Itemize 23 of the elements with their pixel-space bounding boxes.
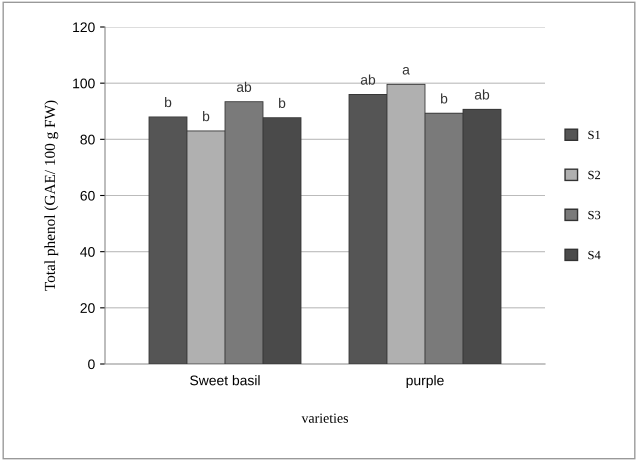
legend-label: S1 [588, 130, 600, 140]
data-label: b [203, 111, 210, 122]
x-tick-label: Sweet basil [190, 375, 260, 386]
data-label: b [279, 98, 286, 108]
data-label: b [441, 93, 448, 104]
y-tick-label: 20 [80, 303, 95, 314]
x-axis-title: varieties [301, 414, 348, 423]
y-tick-label: 120 [73, 22, 95, 32]
legend-label: S2 [588, 170, 600, 180]
y-tick-label: 100 [73, 78, 95, 88]
x-tick-label: purple [406, 375, 444, 388]
legend-label: S4 [588, 250, 601, 260]
legend-label: S3 [588, 210, 600, 220]
data-label: ab [474, 89, 490, 100]
y-tick-label: 60 [80, 190, 95, 201]
y-tick-label: 0 [88, 359, 95, 370]
data-label: b [165, 96, 172, 108]
y-tick-label: 80 [80, 134, 95, 145]
data-label: ab [236, 82, 252, 92]
data-label: ab [360, 74, 376, 85]
data-label: a [402, 66, 410, 75]
y-tick-label: 40 [80, 247, 95, 257]
y-axis-title: Total phenol (GAE/ 100 g FW) [44, 100, 58, 291]
